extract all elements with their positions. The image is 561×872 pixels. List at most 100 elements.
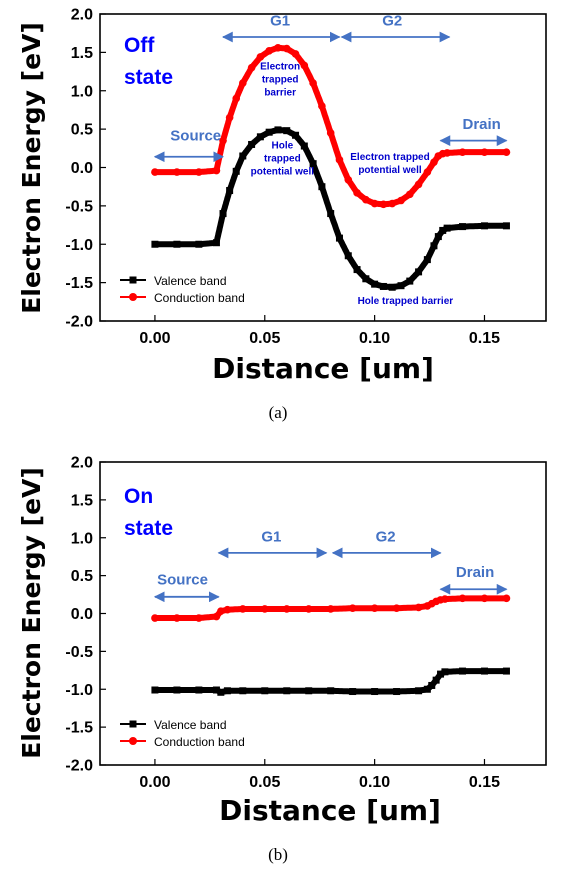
annotation-text: Electron bbox=[260, 61, 300, 72]
y-tick-label: 1.5 bbox=[71, 492, 93, 509]
data-point bbox=[423, 256, 431, 264]
legend-conduction-marker bbox=[129, 737, 137, 745]
data-point bbox=[388, 199, 397, 208]
data-point bbox=[392, 604, 401, 612]
region-label: Source bbox=[170, 128, 221, 145]
data-point bbox=[223, 687, 231, 695]
chart-panel-a: Electron Energy [eV] Distance [um] (a) O… bbox=[17, 7, 547, 422]
data-point bbox=[195, 240, 203, 248]
data-point bbox=[430, 242, 438, 250]
data-point bbox=[239, 605, 247, 613]
annotation-text: Electron trapped bbox=[350, 152, 429, 163]
x-tick-label: 0.05 bbox=[249, 774, 280, 791]
y-axis-label: Electron Energy [eV] bbox=[17, 22, 46, 314]
data-point bbox=[195, 614, 203, 622]
data-point bbox=[443, 224, 451, 232]
y-tick-label: -2.0 bbox=[65, 314, 93, 331]
data-point bbox=[480, 594, 489, 603]
data-point bbox=[173, 686, 181, 694]
data-point bbox=[370, 199, 379, 208]
x-tick-label: 0.15 bbox=[469, 774, 500, 791]
x-axis-label: Distance [um] bbox=[212, 352, 434, 385]
data-point bbox=[430, 158, 438, 166]
region-label: Drain bbox=[456, 564, 494, 581]
data-point bbox=[326, 129, 335, 137]
data-point bbox=[173, 240, 181, 248]
data-point bbox=[217, 688, 225, 696]
data-point bbox=[239, 152, 247, 160]
x-axis-label: Distance [um] bbox=[219, 794, 441, 827]
legend-valence-label: Valence band bbox=[154, 718, 227, 732]
data-point bbox=[282, 44, 291, 53]
x-tick-label: 0.00 bbox=[139, 774, 170, 791]
data-point bbox=[260, 605, 269, 613]
data-point bbox=[437, 670, 445, 678]
data-point bbox=[239, 79, 247, 87]
data-point bbox=[195, 168, 203, 176]
data-point bbox=[371, 280, 379, 288]
data-point bbox=[309, 79, 317, 87]
data-point bbox=[335, 234, 343, 242]
data-point bbox=[353, 266, 361, 274]
data-point bbox=[265, 47, 273, 55]
data-point bbox=[225, 113, 234, 122]
y-tick-label: -1.0 bbox=[65, 682, 93, 699]
data-point bbox=[217, 607, 225, 616]
chart-panel-b: Electron Energy [eV] Distance [um] (b) O… bbox=[17, 455, 547, 864]
data-point bbox=[292, 131, 300, 139]
data-point bbox=[219, 136, 227, 145]
data-point bbox=[405, 190, 414, 199]
data-point bbox=[195, 686, 203, 694]
data-point bbox=[232, 167, 240, 175]
y-axis-label: Electron Energy [eV] bbox=[17, 467, 46, 759]
data-point bbox=[226, 187, 234, 195]
data-point bbox=[415, 268, 423, 276]
data-point bbox=[151, 614, 159, 622]
data-point bbox=[283, 687, 291, 695]
y-tick-label: 1.0 bbox=[71, 530, 93, 547]
y-tick-label: -0.5 bbox=[65, 644, 93, 661]
data-point bbox=[414, 180, 423, 189]
data-point bbox=[397, 196, 405, 205]
data-point bbox=[458, 594, 467, 603]
legend-conduction-label: Conduction band bbox=[154, 735, 245, 749]
annotation-text: potential well bbox=[358, 165, 422, 176]
data-point bbox=[428, 681, 436, 689]
data-point bbox=[480, 667, 488, 675]
y-tick-label: 0.0 bbox=[71, 160, 93, 177]
data-point bbox=[415, 687, 423, 695]
data-point bbox=[300, 142, 308, 150]
data-point bbox=[502, 667, 510, 675]
data-point bbox=[362, 195, 370, 204]
data-point bbox=[212, 166, 221, 175]
data-point bbox=[247, 63, 256, 72]
region-label: Drain bbox=[463, 116, 501, 133]
state-label-line2: state bbox=[124, 517, 173, 540]
state-label-line2: state bbox=[124, 66, 173, 89]
y-tick-label: -1.5 bbox=[65, 275, 93, 292]
data-point bbox=[344, 175, 353, 184]
y-tick-label: 2.0 bbox=[71, 455, 93, 472]
data-point bbox=[443, 149, 451, 157]
data-point bbox=[439, 226, 447, 234]
data-point bbox=[248, 140, 256, 148]
data-point bbox=[327, 687, 335, 695]
data-point bbox=[371, 688, 379, 696]
data-point bbox=[326, 605, 335, 613]
region-label: Source bbox=[157, 572, 208, 589]
data-point bbox=[256, 53, 265, 61]
data-point bbox=[318, 102, 326, 110]
legend-conduction-marker bbox=[129, 293, 137, 301]
region-label: G1 bbox=[270, 13, 290, 30]
data-point bbox=[459, 223, 467, 231]
y-tick-label: -0.5 bbox=[65, 198, 93, 215]
data-point bbox=[344, 252, 352, 260]
x-tick-label: 0.10 bbox=[359, 330, 390, 347]
data-point bbox=[388, 283, 396, 291]
data-point bbox=[353, 189, 361, 197]
annotation-text: trapped bbox=[262, 74, 299, 85]
data-point bbox=[362, 275, 370, 283]
data-point bbox=[414, 603, 423, 612]
annotation-text: Hole trapped barrier bbox=[358, 296, 454, 307]
